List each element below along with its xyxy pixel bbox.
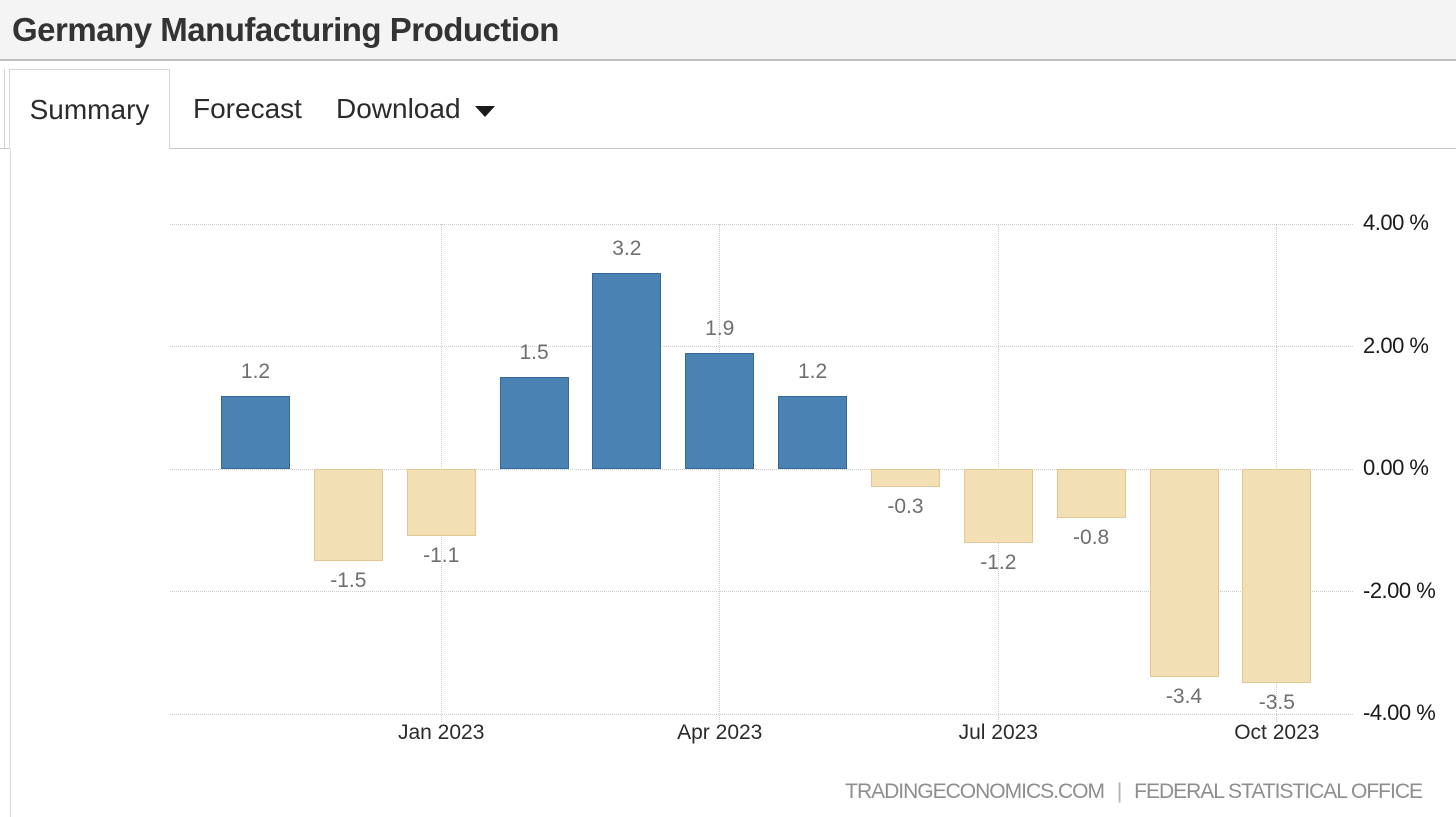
bar-value-label: -0.3: [887, 495, 924, 519]
bar[interactable]: [1149, 469, 1219, 678]
tab-download-label: Download: [336, 93, 461, 124]
x-axis-label: Oct 2023: [1234, 721, 1320, 744]
x-gridline: [719, 224, 721, 722]
bar-value-label: -3.4: [1165, 685, 1203, 709]
bar[interactable]: [778, 395, 848, 469]
bar[interactable]: [313, 469, 383, 561]
panel-left-border: [10, 148, 11, 817]
bar-value-label: -0.8: [1073, 526, 1110, 549]
bar[interactable]: [221, 395, 290, 469]
attribution-tradingeconomics-link[interactable]: TRADINGECONOMICS.COM: [845, 780, 1105, 803]
bar-value-label: 3.2: [612, 237, 642, 260]
tab-bar-left-border: [4, 69, 5, 148]
bar-chart: 4.00 % 2.00 % 0.00 % -2.00 % -4.00 % Jan 2023…: [170, 210, 1436, 744]
bar[interactable]: [499, 377, 569, 469]
bar-value-label: 1.5: [519, 341, 549, 365]
y-gridline: [170, 713, 1353, 715]
bar-value-label: -3.5: [1258, 691, 1295, 715]
bar[interactable]: [1056, 469, 1126, 518]
bar-value-label: -1.5: [330, 568, 367, 592]
bar-value-label: 1.2: [240, 359, 271, 383]
chevron-down-icon: [474, 105, 495, 117]
tab-summary-label: Summary: [29, 93, 150, 125]
tab-forecast-label: Forecast: [193, 93, 302, 124]
chart-attribution: TRADINGECONOMICS.COM | FEDERAL STATISTIC…: [845, 780, 1423, 804]
tab-download[interactable]: Download: [322, 69, 509, 149]
tab-bar: Summary Forecast Download: [0, 63, 1456, 149]
bar-value-label: -1.2: [980, 550, 1017, 574]
bar-value-label: -1.1: [423, 544, 460, 568]
tab-forecast[interactable]: Forecast: [179, 69, 316, 149]
bar[interactable]: [1242, 469, 1312, 684]
attribution-source: FEDERAL STATISTICAL OFFICE: [1134, 780, 1423, 803]
y-axis-label: 2.00 %: [1363, 332, 1429, 358]
x-axis-label: Jan 2023: [397, 721, 485, 744]
bar-value-label: 1.9: [705, 316, 735, 340]
y-axis-label: -2.00 %: [1363, 577, 1436, 603]
y-gridline: [170, 346, 1353, 347]
y-gridline: [170, 468, 1353, 470]
x-axis-label: Jul 2023: [958, 721, 1038, 744]
x-axis-label: Apr 2023: [677, 721, 763, 744]
page-title: Germany Manufacturing Production: [12, 11, 559, 48]
bar[interactable]: [406, 469, 476, 537]
attribution-separator: |: [1116, 780, 1122, 803]
tab-summary[interactable]: Summary: [9, 69, 170, 149]
y-axis-label: -4.00 %: [1363, 700, 1436, 725]
bar[interactable]: [870, 469, 940, 488]
bar[interactable]: [685, 352, 755, 469]
bar-value-label: 1.2: [797, 359, 828, 383]
bar[interactable]: [592, 273, 662, 469]
page-header: Germany Manufacturing Production: [0, 0, 1456, 61]
y-axis-label: 0.00 %: [1363, 455, 1429, 480]
y-axis-label: 4.00 %: [1363, 210, 1429, 235]
bar[interactable]: [963, 469, 1033, 543]
y-gridline: [170, 223, 1353, 225]
y-gridline: [170, 591, 1353, 592]
